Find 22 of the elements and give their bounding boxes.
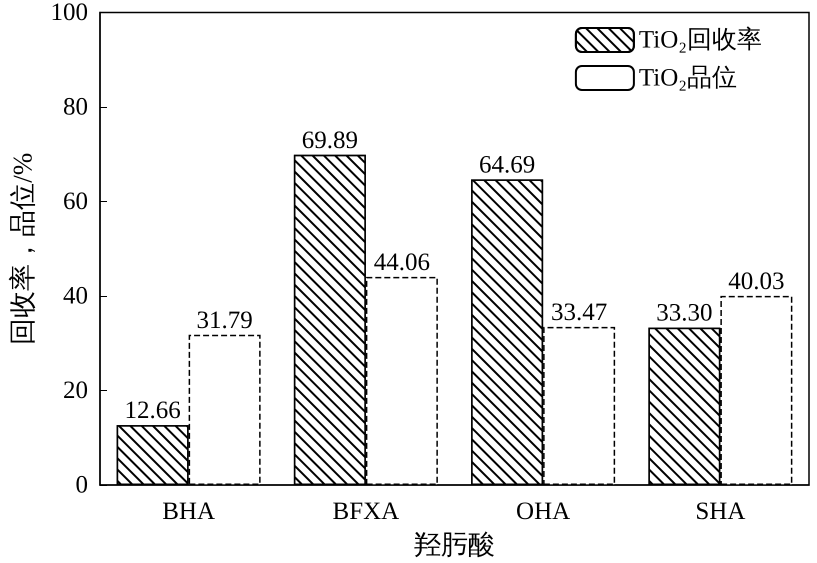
legend-label: TiO₂品位 (638, 64, 737, 92)
y-tick-label: 100 (50, 0, 88, 26)
data-label: 33.47 (551, 298, 608, 326)
data-label: 31.79 (196, 306, 253, 334)
x-axis-title: 羟肟酸 (414, 530, 495, 560)
y-axis-title: 回收率，品位/% (8, 152, 38, 345)
x-tick-label: OHA (516, 498, 570, 525)
data-label: 33.30 (656, 300, 712, 327)
y-tick-label: 80 (63, 94, 88, 120)
y-tick-label: 0 (76, 472, 88, 498)
data-label: 69.89 (302, 126, 358, 154)
y-tick-label: 20 (63, 377, 88, 404)
legend-label: TiO₂回收率 (638, 26, 762, 54)
x-tick-label: BFXA (332, 498, 400, 525)
x-tick-label: BHA (162, 498, 216, 525)
data-label: 44.06 (374, 248, 430, 276)
x-tick-label: SHA (695, 498, 746, 525)
data-label: 40.03 (728, 268, 784, 295)
data-label: 12.66 (124, 397, 181, 424)
y-tick-label: 60 (63, 188, 88, 215)
data-label: 64.69 (479, 151, 536, 178)
y-tick-label: 40 (63, 282, 88, 310)
